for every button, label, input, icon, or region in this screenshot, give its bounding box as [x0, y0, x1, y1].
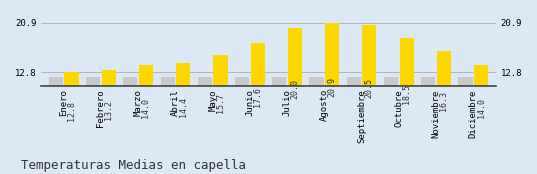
- Text: 14.0: 14.0: [141, 98, 150, 118]
- Text: 18.5: 18.5: [402, 84, 411, 104]
- Bar: [421, 77, 436, 151]
- Text: 17.6: 17.6: [253, 87, 262, 107]
- Bar: [176, 63, 190, 151]
- Bar: [64, 72, 78, 151]
- Bar: [49, 77, 63, 151]
- Text: 15.7: 15.7: [216, 93, 225, 113]
- Bar: [101, 70, 116, 151]
- Bar: [139, 65, 153, 151]
- Bar: [309, 77, 324, 151]
- Bar: [124, 77, 137, 151]
- Text: 20.5: 20.5: [365, 78, 374, 98]
- Bar: [437, 51, 451, 151]
- Bar: [235, 77, 249, 151]
- Bar: [474, 65, 488, 151]
- Bar: [161, 77, 175, 151]
- Bar: [198, 77, 212, 151]
- Bar: [251, 43, 265, 151]
- Bar: [288, 28, 302, 151]
- Bar: [400, 38, 413, 151]
- Bar: [384, 77, 398, 151]
- Bar: [362, 25, 376, 151]
- Text: Temperaturas Medias en capella: Temperaturas Medias en capella: [21, 159, 246, 172]
- Bar: [347, 77, 361, 151]
- Text: 16.3: 16.3: [439, 91, 448, 111]
- Text: 20.0: 20.0: [291, 80, 300, 99]
- Bar: [213, 55, 228, 151]
- Text: 12.8: 12.8: [67, 101, 76, 121]
- Text: 14.0: 14.0: [477, 98, 485, 118]
- Bar: [86, 77, 100, 151]
- Text: 20.9: 20.9: [328, 77, 337, 97]
- Bar: [325, 23, 339, 151]
- Text: 13.2: 13.2: [104, 100, 113, 120]
- Bar: [459, 77, 473, 151]
- Text: 14.4: 14.4: [179, 97, 188, 117]
- Bar: [272, 77, 286, 151]
